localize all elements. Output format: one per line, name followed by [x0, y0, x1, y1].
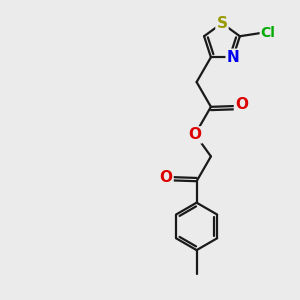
Text: O: O	[160, 170, 172, 185]
Text: Cl: Cl	[261, 26, 276, 40]
Text: O: O	[188, 128, 202, 142]
Text: O: O	[235, 97, 248, 112]
Text: N: N	[227, 50, 239, 65]
Text: S: S	[217, 16, 227, 31]
